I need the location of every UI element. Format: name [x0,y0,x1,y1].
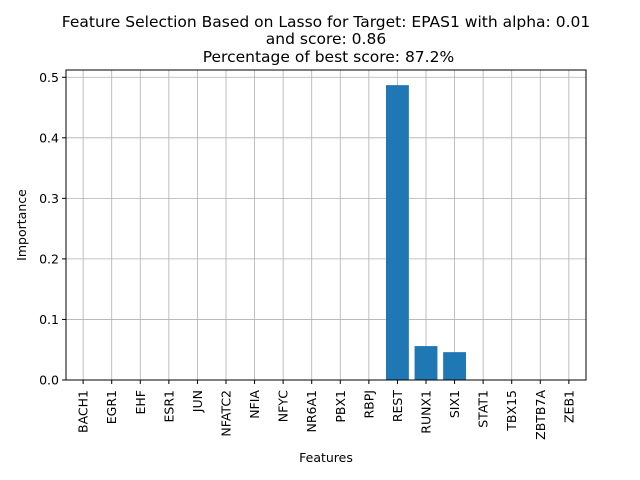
y-tick-label: 0.3 [39,191,59,206]
x-tick-label: ZBTB7A [533,390,548,440]
x-tick-label: EHF [133,390,148,415]
x-tick-label: STAT1 [476,390,491,428]
y-tick-label: 0.5 [39,70,59,85]
y-axis-label: Importance [14,189,29,261]
x-axis-ticks: BACH1 EGR1 EHF ESR1 JUN NFATC2 NFIA NFYC NR6A1 PB… [76,380,576,440]
x-tick-label: SIX1 [447,390,462,418]
x-tick-label: TBX15 [504,390,519,432]
x-tick-label: RBPJ [361,390,376,419]
x-tick-label: ZEB1 [561,390,576,423]
bar-six1 [443,352,466,380]
bars [386,85,466,380]
bar-rest [386,85,409,380]
x-axis-label: Features [299,450,353,465]
y-tick-label: 0.0 [39,373,59,388]
plot-frame [65,69,587,381]
x-tick-label: NFATC2 [219,390,234,437]
chart-title: Feature Selection Based on Lasso for Tar… [62,13,590,66]
title-line-3: Percentage of best score: 87.2% [198,48,454,66]
x-tick-label: NFIA [247,390,262,419]
x-tick-label: NR6A1 [304,390,319,433]
bar-runx1 [414,346,438,380]
title-line-2: and score: 0.86 [266,30,386,48]
y-tick-label: 0.2 [39,251,59,266]
title-line-1: Feature Selection Based on Lasso for Tar… [62,13,590,31]
x-tick-label: ESR1 [161,390,176,422]
x-tick-label: EGR1 [104,390,119,424]
y-tick-label: 0.1 [39,312,59,327]
x-tick-label: NFYC [276,390,291,422]
y-tick-label: 0.4 [39,130,59,145]
x-tick-label: PBX1 [333,390,348,423]
grid-lines [66,70,586,381]
x-tick-label: JUN [190,390,205,413]
x-tick-label: REST [390,390,405,423]
x-tick-label: BACH1 [76,390,91,433]
y-axis-ticks: 0.0 0.1 0.2 0.3 0.4 0.5 [39,70,66,388]
x-tick-label: RUNX1 [419,390,434,434]
